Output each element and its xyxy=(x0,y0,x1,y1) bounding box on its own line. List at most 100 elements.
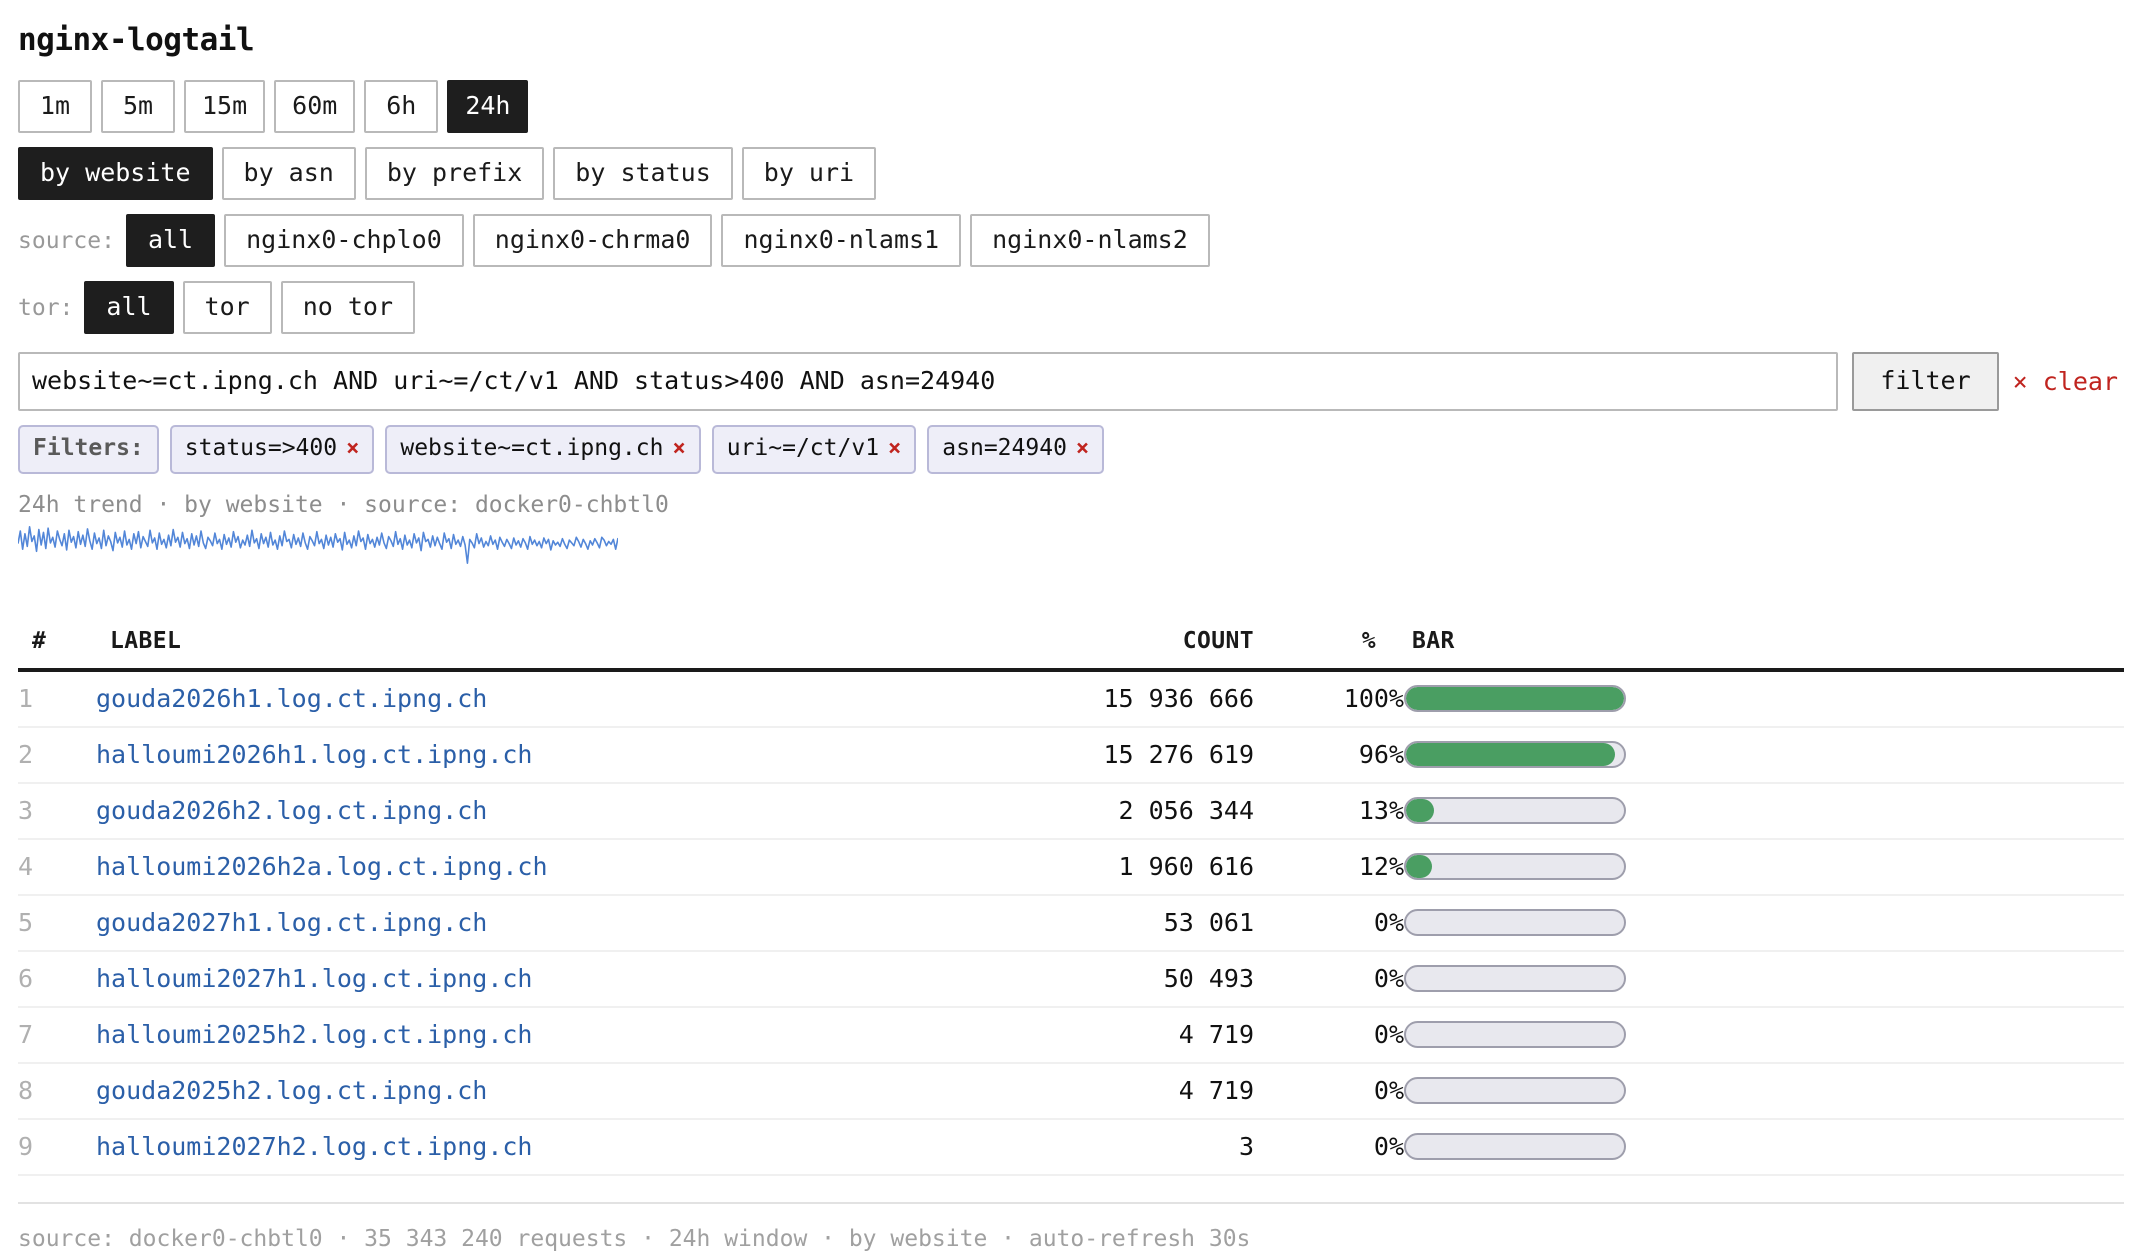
filter-chip-status[interactable]: status=>400 × xyxy=(169,425,375,474)
clear-filters-link[interactable]: × clear xyxy=(2012,367,2118,396)
results-table: # LABEL COUNT % BAR 1 gouda2026h1.log.ct.… xyxy=(18,628,2124,1176)
source-option-nginx0-nlams2[interactable]: nginx0-nlams2 xyxy=(970,214,1210,267)
row-label-cell: gouda2027h1.log.ct.ipng.ch xyxy=(96,895,934,952)
group-by-asn[interactable]: by asn xyxy=(221,147,356,200)
row-rank: 8 xyxy=(18,1063,96,1120)
row-label-link[interactable]: gouda2025h2.log.ct.ipng.ch xyxy=(96,1076,488,1105)
filter-button[interactable]: filter xyxy=(1852,352,1999,411)
filter-chip-text: status=>400 xyxy=(184,435,338,461)
row-count: 4 719 xyxy=(934,1063,1254,1120)
row-rank: 1 xyxy=(18,670,96,728)
bar-fill xyxy=(1406,799,1435,822)
time-range-selector: 1m 5m 15m 60m 6h 24h xyxy=(18,80,2124,133)
col-header-bar: BAR xyxy=(1404,628,2124,672)
row-percent: 96% xyxy=(1254,727,1404,784)
source-option-nginx0-chplo0[interactable]: nginx0-chplo0 xyxy=(224,214,464,267)
group-by-uri[interactable]: by uri xyxy=(741,147,877,200)
table-row: 6 halloumi2027h1.log.ct.ipng.ch 50 493 0% xyxy=(18,951,2124,1008)
col-header-count: COUNT xyxy=(934,628,1254,672)
row-rank: 9 xyxy=(18,1119,96,1176)
tor-selector: tor: all tor no tor xyxy=(18,281,2124,334)
time-range-option-60m[interactable]: 60m xyxy=(274,80,356,133)
time-range-option-15m[interactable]: 15m xyxy=(184,80,266,133)
bar-track xyxy=(1404,1133,1626,1160)
bar-track xyxy=(1404,909,1626,936)
row-count: 15 936 666 xyxy=(934,670,1254,728)
row-label-link[interactable]: halloumi2027h1.log.ct.ipng.ch xyxy=(96,964,533,993)
row-count: 1 960 616 xyxy=(934,839,1254,896)
remove-filter-icon[interactable]: × xyxy=(1075,435,1090,461)
filter-chip-uri[interactable]: uri~=/ct/v1 × xyxy=(711,425,917,474)
row-label-cell: gouda2026h1.log.ct.ipng.ch xyxy=(96,670,934,728)
row-label-cell: gouda2026h2.log.ct.ipng.ch xyxy=(96,783,934,840)
row-percent: 0% xyxy=(1254,1007,1404,1064)
row-bar-cell xyxy=(1404,727,2124,784)
time-range-option-6h[interactable]: 6h xyxy=(364,80,439,133)
row-label-cell: halloumi2025h2.log.ct.ipng.ch xyxy=(96,1007,934,1064)
time-range-option-1m[interactable]: 1m xyxy=(18,80,92,133)
filter-chip-text: website~=ct.ipng.ch xyxy=(400,435,664,461)
source-label: source: xyxy=(18,227,115,254)
trend-sparkline xyxy=(18,524,2124,594)
bar-track xyxy=(1404,741,1626,768)
group-by-status[interactable]: by status xyxy=(553,147,733,200)
tor-option-tor[interactable]: tor xyxy=(182,281,272,334)
row-count: 4 719 xyxy=(934,1007,1254,1064)
tor-option-all[interactable]: all xyxy=(84,281,174,334)
row-count: 15 276 619 xyxy=(934,727,1254,784)
query-input[interactable] xyxy=(18,352,1839,411)
table-header-row: # LABEL COUNT % BAR xyxy=(18,628,2124,672)
table-row: 1 gouda2026h1.log.ct.ipng.ch 15 936 666 100… xyxy=(18,670,2124,728)
row-percent: 0% xyxy=(1254,895,1404,952)
row-rank: 2 xyxy=(18,727,96,784)
col-header-rank: # xyxy=(18,628,96,672)
row-percent: 100% xyxy=(1254,670,1404,728)
row-label-link[interactable]: gouda2026h1.log.ct.ipng.ch xyxy=(96,684,488,713)
remove-filter-icon[interactable]: × xyxy=(888,435,902,461)
page-title: nginx-logtail xyxy=(18,22,255,58)
remove-filter-icon[interactable]: × xyxy=(672,435,686,461)
row-count: 53 061 xyxy=(934,895,1254,952)
source-option-nginx0-nlams1[interactable]: nginx0-nlams1 xyxy=(721,214,962,267)
group-by-prefix[interactable]: by prefix xyxy=(364,147,545,200)
row-label-link[interactable]: halloumi2026h1.log.ct.ipng.ch xyxy=(96,740,533,769)
filter-chip-asn[interactable]: asn=24940 × xyxy=(927,425,1105,474)
row-rank: 7 xyxy=(18,1007,96,1064)
bar-track xyxy=(1404,853,1626,880)
row-bar-cell xyxy=(1404,1119,2124,1176)
row-label-link[interactable]: halloumi2027h2.log.ct.ipng.ch xyxy=(96,1132,533,1161)
row-label-cell: halloumi2026h1.log.ct.ipng.ch xyxy=(96,727,934,784)
row-label-cell: halloumi2027h2.log.ct.ipng.ch xyxy=(96,1119,934,1176)
filter-chip-website[interactable]: website~=ct.ipng.ch × xyxy=(385,425,701,474)
status-footer: source: docker0-chbtl0 · 35 343 240 requ… xyxy=(18,1202,2124,1252)
row-bar-cell xyxy=(1404,951,2124,1008)
bar-track xyxy=(1404,965,1626,992)
row-label-link[interactable]: gouda2027h1.log.ct.ipng.ch xyxy=(96,908,488,937)
row-label-link[interactable]: gouda2026h2.log.ct.ipng.ch xyxy=(96,796,488,825)
row-percent: 0% xyxy=(1254,1063,1404,1120)
source-option-nginx0-chrma0[interactable]: nginx0-chrma0 xyxy=(472,214,713,267)
row-label-cell: gouda2025h2.log.ct.ipng.ch xyxy=(96,1063,934,1120)
results-body: 1 gouda2026h1.log.ct.ipng.ch 15 936 666 100… xyxy=(18,670,2124,1176)
remove-filter-icon[interactable]: × xyxy=(346,435,360,461)
trend-caption: 24h trend · by website · source: docker0… xyxy=(18,492,669,518)
row-percent: 12% xyxy=(1254,839,1404,896)
row-label-link[interactable]: halloumi2025h2.log.ct.ipng.ch xyxy=(96,1020,533,1049)
row-rank: 3 xyxy=(18,783,96,840)
time-range-option-5m[interactable]: 5m xyxy=(101,80,175,133)
row-label-cell: halloumi2027h1.log.ct.ipng.ch xyxy=(96,951,934,1008)
row-count: 50 493 xyxy=(934,951,1254,1008)
row-percent: 13% xyxy=(1254,783,1404,840)
table-row: 3 gouda2026h2.log.ct.ipng.ch 2 056 344 13% xyxy=(18,783,2124,840)
row-label-link[interactable]: halloumi2026h2a.log.ct.ipng.ch xyxy=(96,852,548,881)
table-row: 7 halloumi2025h2.log.ct.ipng.ch 4 719 0% xyxy=(18,1007,2124,1064)
sparkline-svg xyxy=(18,524,618,580)
source-option-all[interactable]: all xyxy=(125,214,216,267)
row-bar-cell xyxy=(1404,1063,2124,1120)
bar-fill xyxy=(1406,743,1616,766)
row-bar-cell xyxy=(1404,895,2124,952)
tor-option-no-tor[interactable]: no tor xyxy=(280,281,416,334)
row-bar-cell xyxy=(1404,783,2124,840)
group-by-website[interactable]: by website xyxy=(18,147,213,200)
time-range-option-24h[interactable]: 24h xyxy=(447,80,529,133)
